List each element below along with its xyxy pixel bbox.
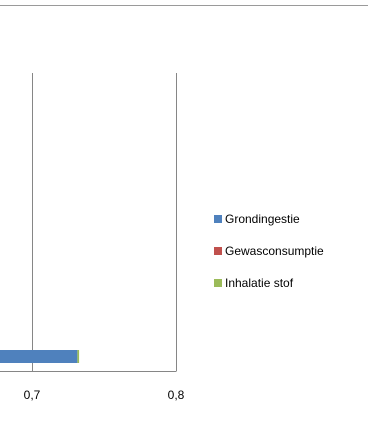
grid-lines (32, 73, 177, 371)
legend-label-0: Grondingestie (225, 212, 300, 226)
x-tick-labels: 0,7 0,8 (24, 388, 185, 402)
legend-swatch-2 (214, 279, 222, 287)
legend-label-2: Inhalatie stof (225, 276, 294, 290)
legend: Grondingestie Gewasconsumptie Inhalatie st… (214, 212, 324, 290)
legend-swatch-1 (214, 247, 222, 255)
bars (0, 350, 80, 363)
x-tick-label-1: 0,8 (168, 388, 185, 402)
legend-swatch-0 (214, 215, 222, 223)
bar-grondingestie (0, 350, 78, 363)
legend-label-1: Gewasconsumptie (225, 244, 324, 258)
x-tick-label-0: 0,7 (24, 388, 41, 402)
bar-inhalatie-stof (77, 350, 80, 363)
